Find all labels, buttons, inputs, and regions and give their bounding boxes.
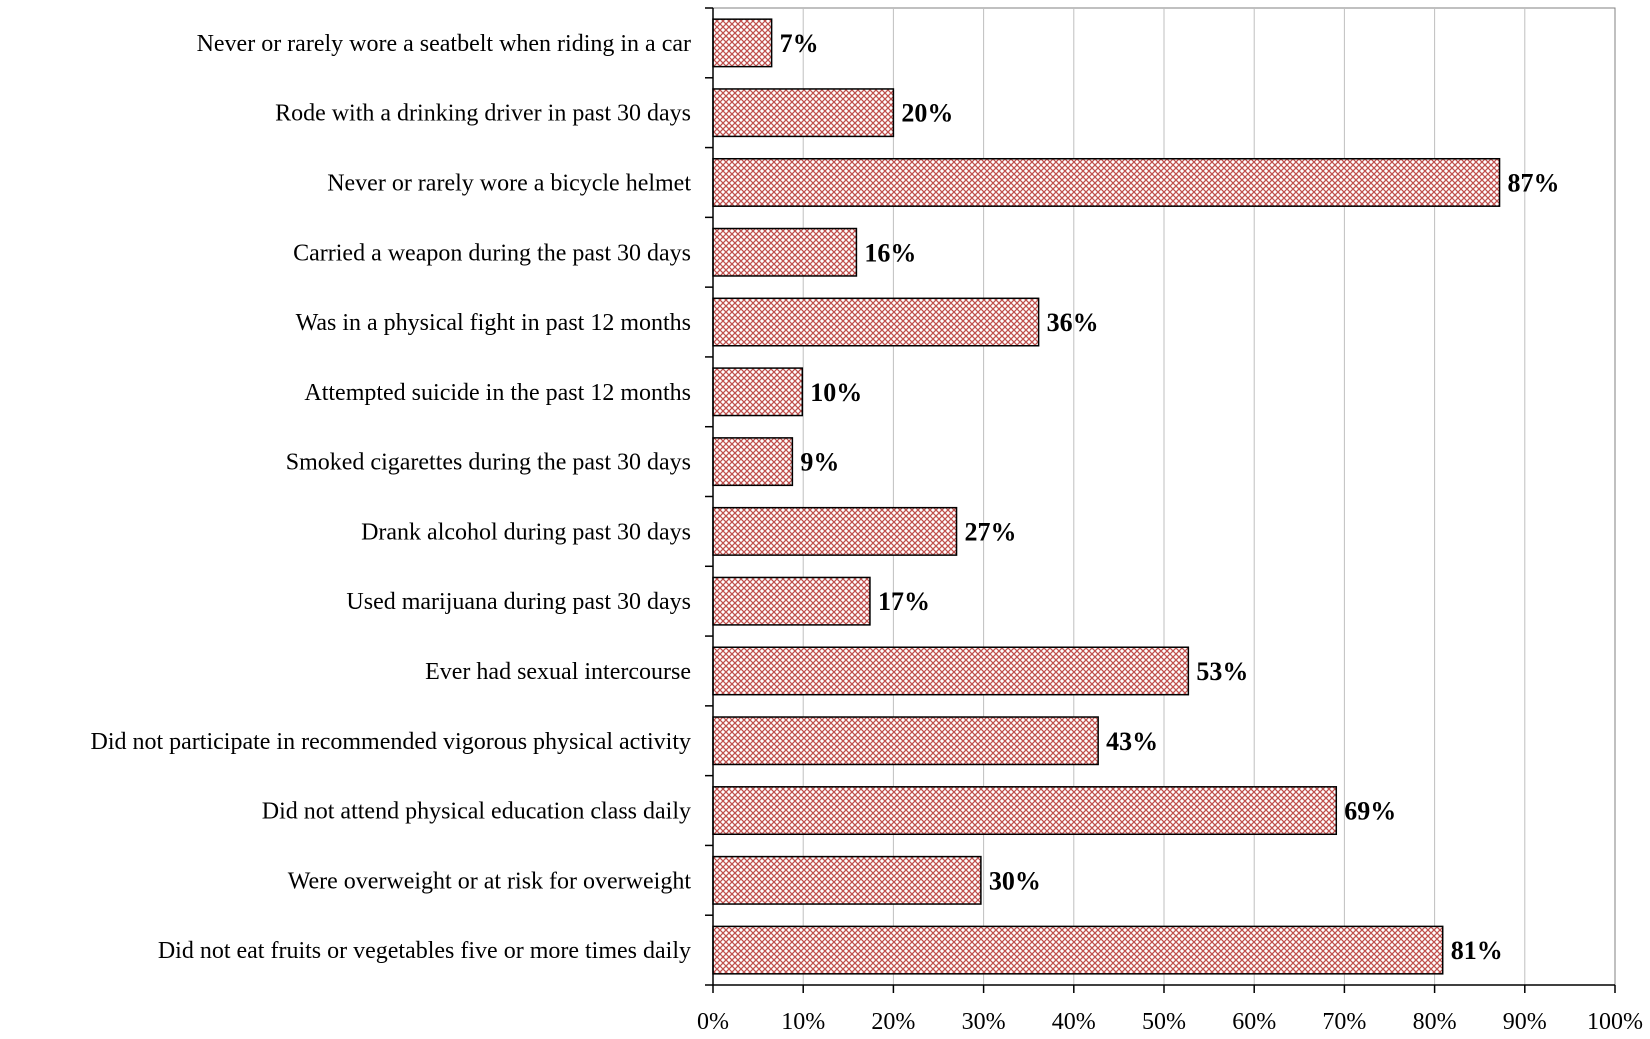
category-label: Carried a weapon during the past 30 days: [293, 240, 691, 266]
x-tick-label: 90%: [1503, 1009, 1547, 1035]
data-label: 87%: [1508, 168, 1560, 197]
bar: [712, 576, 871, 626]
bar: [712, 157, 1501, 207]
bar: [712, 367, 804, 417]
bar: [712, 646, 1190, 696]
category-label: Smoked cigarettes during the past 30 day…: [286, 450, 691, 476]
bar: [712, 227, 858, 277]
category-label: Drank alcohol during past 30 days: [361, 519, 691, 545]
x-tick-label: 30%: [962, 1009, 1006, 1035]
category-label: Did not eat fruits or vegetables five or…: [158, 938, 691, 964]
bar: [712, 855, 982, 905]
category-label: Did not participate in recommended vigor…: [90, 729, 691, 755]
data-label: 16%: [864, 238, 916, 267]
category-label: Attempted suicide in the past 12 months: [304, 380, 691, 406]
bar: [712, 716, 1099, 766]
x-tick-labels: 0% 10% 20% 30% 40% 50% 60% 70% 80% 90% 100%: [697, 1009, 1643, 1035]
data-label: 81%: [1451, 936, 1503, 965]
bar: [712, 437, 794, 487]
x-tick-label: 80%: [1413, 1009, 1457, 1035]
bar: [712, 925, 1444, 975]
x-tick-label: 0%: [697, 1009, 729, 1035]
data-label: 20%: [901, 99, 953, 128]
data-label: 53%: [1196, 657, 1248, 686]
data-label: 10%: [810, 378, 862, 407]
category-label: Did not attend physical education class …: [262, 799, 691, 825]
data-label: 27%: [965, 517, 1017, 546]
x-tick-label: 50%: [1142, 1009, 1186, 1035]
data-labels: 7% 20% 87% 16% 36% 10% 9% 27% 17% 53% 43% 69% 30% 81%: [780, 29, 1560, 965]
bar: [712, 18, 773, 68]
gridlines: [712, 7, 1616, 986]
bar: [712, 88, 895, 138]
data-label: 17%: [878, 587, 930, 616]
category-labels: Never or rarely wore a seatbelt when rid…: [90, 31, 691, 964]
x-tick-label: 60%: [1232, 1009, 1276, 1035]
data-label: 69%: [1344, 797, 1396, 826]
bars: [712, 18, 1501, 975]
bar: [712, 786, 1338, 836]
category-label: Used marijuana during past 30 days: [346, 589, 691, 615]
x-tick-label: 70%: [1322, 1009, 1366, 1035]
bar: [712, 297, 1040, 347]
x-tick-label: 40%: [1052, 1009, 1096, 1035]
category-label: Was in a physical fight in past 12 month…: [296, 310, 691, 336]
data-label: 43%: [1106, 727, 1158, 756]
category-label: Rode with a drinking driver in past 30 d…: [275, 101, 691, 127]
x-tick-label: 20%: [871, 1009, 915, 1035]
x-tick-label: 10%: [781, 1009, 825, 1035]
data-label: 30%: [989, 866, 1041, 895]
category-label: Ever had sexual intercourse: [425, 659, 691, 685]
x-tick-label: 100%: [1587, 1009, 1643, 1035]
axes: [705, 7, 1616, 993]
category-label: Were overweight or at risk for overweigh…: [288, 868, 692, 894]
category-label: Never or rarely wore a seatbelt when rid…: [197, 31, 691, 57]
category-label: Never or rarely wore a bicycle helmet: [327, 170, 691, 196]
bar: [712, 506, 958, 556]
data-label: 7%: [780, 29, 819, 58]
data-label: 9%: [800, 448, 839, 477]
data-label: 36%: [1047, 308, 1099, 337]
